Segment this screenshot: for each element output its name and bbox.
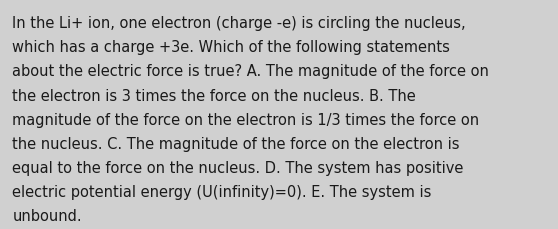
Text: electric potential energy (U(infinity)=0). E. The system is: electric potential energy (U(infinity)=0… bbox=[12, 184, 432, 199]
Text: unbound.: unbound. bbox=[12, 208, 82, 223]
Text: magnitude of the force on the electron is 1/3 times the force on: magnitude of the force on the electron i… bbox=[12, 112, 479, 127]
Text: In the Li+ ion, one electron (charge -e) is circling the nucleus,: In the Li+ ion, one electron (charge -e)… bbox=[12, 16, 466, 31]
Text: the electron is 3 times the force on the nucleus. B. The: the electron is 3 times the force on the… bbox=[12, 88, 416, 103]
Text: equal to the force on the nucleus. D. The system has positive: equal to the force on the nucleus. D. Th… bbox=[12, 160, 464, 175]
Text: the nucleus. C. The magnitude of the force on the electron is: the nucleus. C. The magnitude of the for… bbox=[12, 136, 460, 151]
Text: which has a charge +3e. Which of the following statements: which has a charge +3e. Which of the fol… bbox=[12, 40, 450, 55]
Text: about the electric force is true? A. The magnitude of the force on: about the electric force is true? A. The… bbox=[12, 64, 489, 79]
